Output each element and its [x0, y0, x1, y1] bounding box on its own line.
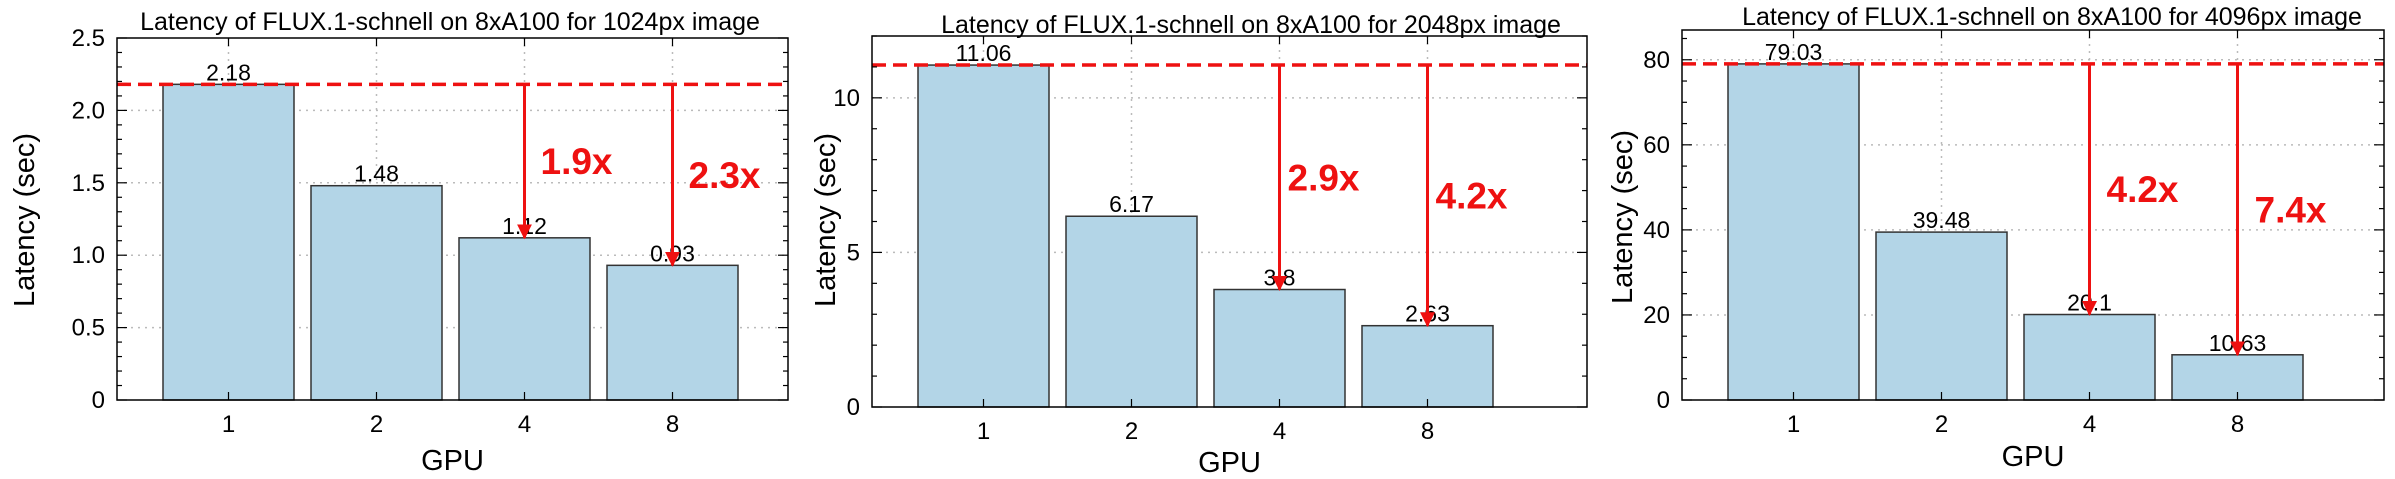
- speedup-label: 4.2x: [1436, 175, 1508, 216]
- y-tick-label: 0: [92, 387, 105, 414]
- x-tick-label: 1: [977, 418, 990, 445]
- bar-gpu-2: [310, 184, 443, 401]
- y-tick-label: 80: [1643, 47, 1670, 74]
- value-label: 2.18: [206, 59, 251, 85]
- y-tick-label: 40: [1643, 217, 1670, 244]
- x-tick-label: 2: [1935, 411, 1948, 438]
- x-tick-label: 1: [1787, 411, 1800, 438]
- y-tick-label: 0: [1657, 387, 1670, 414]
- speedup-label: 7.4x: [2255, 189, 2327, 230]
- value-label: 1.48: [354, 161, 399, 187]
- chart-title: Latency of FLUX.1-schnell on 8xA100 for …: [140, 8, 760, 36]
- value-label: 11.06: [956, 40, 1012, 66]
- x-axis-label: GPU: [2002, 441, 2065, 473]
- bar-gpu-1: [917, 64, 1050, 408]
- x-tick-label: 4: [1273, 418, 1286, 445]
- x-axis-label: GPU: [421, 445, 484, 477]
- bar-gpu-1: [162, 83, 295, 401]
- y-tick-label: 1.0: [72, 242, 105, 269]
- chart-title: Latency of FLUX.1-schnell on 8xA100 for …: [1742, 3, 2362, 31]
- x-tick-label: 8: [2231, 411, 2244, 438]
- bar-gpu-1: [1727, 63, 1860, 401]
- y-tick-label: 5: [847, 239, 860, 266]
- speedup-label: 2.9x: [1288, 157, 1360, 198]
- x-tick-label: 2: [1125, 418, 1138, 445]
- x-tick-label: 2: [370, 411, 383, 438]
- speedup-label: 4.2x: [2107, 169, 2179, 210]
- y-axis-label: Latency (sec): [1607, 130, 1639, 304]
- plot-frame: [1681, 29, 2385, 401]
- value-label: 79.03: [1765, 39, 1823, 65]
- chart-1024px: 2.181.481.120.931.9x 2.3x00.51.01.52.02.5…: [9, 8, 789, 477]
- bar-gpu-2: [1065, 215, 1198, 408]
- x-tick-label: 4: [518, 411, 531, 438]
- y-tick-label: 0: [847, 394, 860, 421]
- y-tick-label: 60: [1643, 132, 1670, 159]
- bar-gpu-4: [458, 237, 591, 401]
- x-axis-label: GPU: [1198, 447, 1261, 479]
- speedup-label: 2.3x: [689, 155, 761, 196]
- y-tick-label: 1.5: [72, 170, 105, 197]
- bar-gpu-4: [2023, 313, 2156, 401]
- y-tick-label: 0.5: [72, 315, 105, 342]
- x-tick-label: 8: [1421, 418, 1434, 445]
- bar-gpu-4: [1213, 288, 1346, 408]
- value-label: 6.17: [1109, 191, 1154, 217]
- y-axis-label: Latency (sec): [9, 133, 41, 307]
- x-tick-label: 4: [2083, 411, 2096, 438]
- plot-frame: [116, 37, 789, 401]
- chart-title: Latency of FLUX.1-schnell on 8xA100 for …: [941, 11, 1561, 39]
- x-tick-label: 1: [222, 411, 235, 438]
- bar-gpu-8: [1361, 324, 1494, 408]
- y-axis-label: Latency (sec): [810, 133, 842, 307]
- y-tick-label: 20: [1643, 302, 1670, 329]
- bar-gpu-2: [1875, 231, 2008, 401]
- speedup-label: 1.9x: [541, 141, 613, 182]
- y-tick-label: 10: [833, 85, 860, 112]
- value-label: 39.48: [1913, 207, 1971, 233]
- y-tick-label: 2.0: [72, 97, 105, 124]
- x-tick-label: 8: [666, 411, 679, 438]
- bar-gpu-8: [606, 264, 739, 401]
- y-tick-label: 2.5: [72, 25, 105, 52]
